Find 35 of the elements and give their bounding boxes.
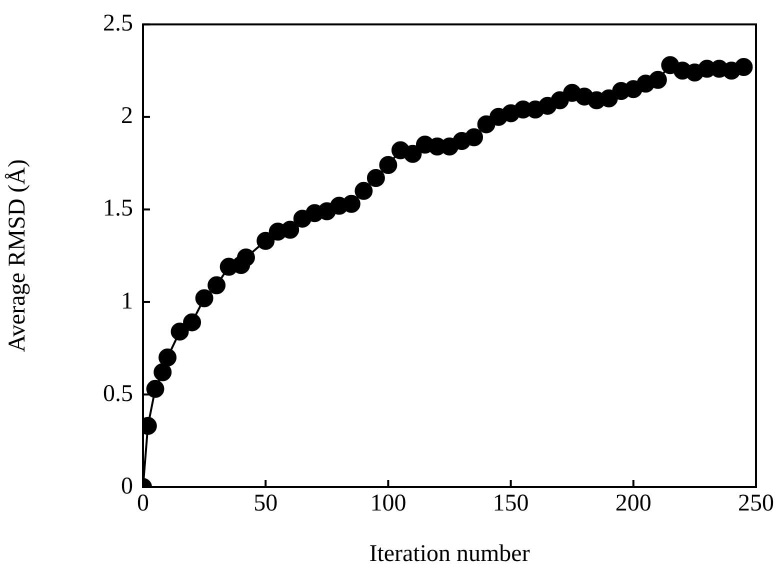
point	[183, 313, 202, 332]
x-tick-label: 100	[370, 490, 406, 517]
x-tick-label: 0	[137, 490, 149, 517]
point	[734, 58, 753, 76]
y-tick-label: 1	[121, 288, 133, 314]
y-tick-label: 0.5	[103, 380, 133, 407]
point	[236, 248, 255, 267]
point	[404, 144, 422, 163]
point	[208, 276, 226, 294]
y-tick-label: 1.5	[103, 196, 133, 222]
x-tick-label: 50	[254, 490, 278, 517]
point	[354, 182, 373, 200]
y-axis-title: Average RMSD (Å)	[4, 159, 31, 352]
x-tick-label: 150	[492, 490, 529, 517]
point	[465, 128, 484, 146]
point	[256, 232, 275, 250]
point	[477, 115, 496, 134]
point	[154, 363, 172, 382]
point	[648, 70, 667, 89]
point	[550, 91, 569, 110]
point	[342, 194, 360, 213]
y-tick-label: 2.5	[103, 10, 133, 37]
x-tick-label: 200	[615, 490, 652, 517]
point	[146, 380, 164, 398]
point	[366, 168, 385, 187]
point	[379, 156, 398, 174]
point	[600, 89, 618, 108]
point	[195, 289, 214, 308]
point	[158, 348, 177, 366]
x-axis-title: Iteration number	[369, 540, 530, 567]
point	[281, 220, 300, 239]
x-tick-label: 250	[738, 490, 774, 517]
y-tick-label: 2	[121, 103, 133, 130]
point	[170, 322, 189, 341]
y-tick-label: 0	[121, 473, 133, 500]
